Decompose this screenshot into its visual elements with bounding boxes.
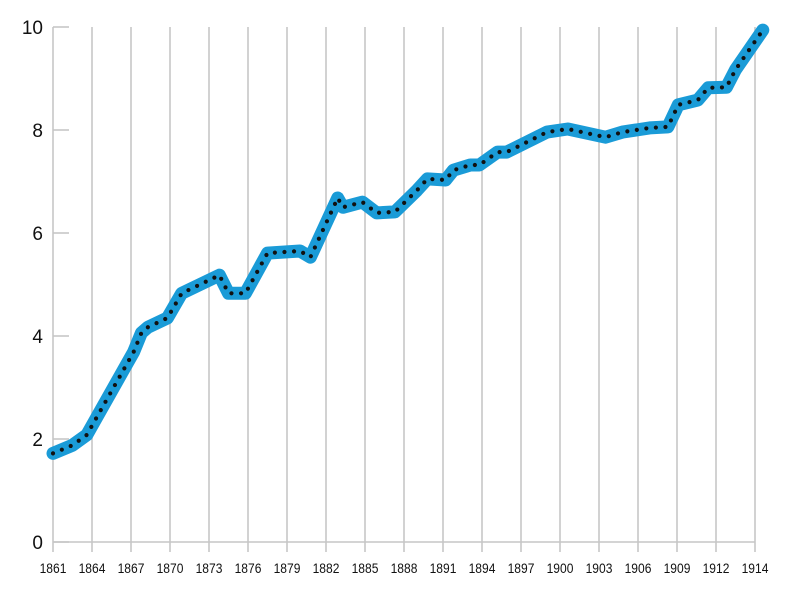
x-tick-label: 1876: [235, 560, 262, 576]
x-tick-label: 1861: [40, 560, 67, 576]
x-tick-label: 1873: [196, 560, 223, 576]
x-tick-label: 1888: [391, 560, 418, 576]
y-axis: 0 2 4 6 8 10: [22, 18, 69, 554]
x-tick-label: 1894: [469, 560, 496, 576]
x-tick-label: 1867: [118, 560, 145, 576]
data-series: [46, 23, 770, 460]
x-tick-label: 1906: [625, 560, 652, 576]
x-tick-label: 1879: [274, 560, 301, 576]
x-tick-label: 1900: [547, 560, 574, 576]
x-gridlines: [52, 27, 756, 552]
series-line: [46, 23, 770, 460]
x-tick-label: 1864: [79, 560, 106, 576]
y-tick-label: 0: [32, 533, 43, 554]
x-tick-label: 1903: [586, 560, 613, 576]
x-tick-label: 1870: [157, 560, 184, 576]
x-tick-label: 1912: [703, 560, 730, 576]
y-tick-label: 4: [32, 327, 43, 348]
x-tick-label: 1885: [352, 560, 379, 576]
y-tick-label: 6: [32, 224, 43, 245]
x-tick-label: 1891: [430, 560, 457, 576]
series-dotted-overlay: [50, 28, 765, 456]
x-axis: 1861 1864 1867 1870 1873 1876 1879 1882 1885 1888…: [40, 541, 769, 576]
x-tick-label: 1882: [313, 560, 340, 576]
y-tick-label: 8: [32, 121, 43, 142]
x-tick-label: 1909: [664, 560, 691, 576]
x-tick-label: 1897: [508, 560, 535, 576]
x-tick-label: 1914: [742, 560, 769, 576]
y-tick-label: 2: [32, 430, 43, 451]
y-tick-label: 10: [22, 18, 43, 39]
